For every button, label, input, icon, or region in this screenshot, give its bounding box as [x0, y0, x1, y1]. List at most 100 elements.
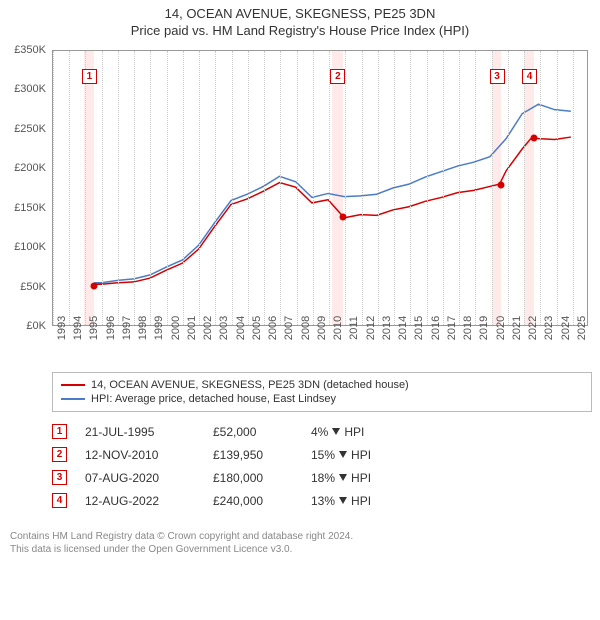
- sale-diff: 4% HPI: [311, 425, 364, 439]
- x-tick-label: 2017: [446, 316, 458, 340]
- y-tick-label: £150K: [14, 202, 46, 214]
- legend-row-red: 14, OCEAN AVENUE, SKEGNESS, PE25 3DN (de…: [61, 378, 583, 392]
- sale-date: 21-JUL-1995: [85, 425, 195, 439]
- marker-box: 4: [522, 69, 537, 84]
- x-tick-label: 2003: [218, 316, 230, 340]
- legend-label-blue: HPI: Average price, detached house, East…: [91, 393, 336, 405]
- legend-swatch-blue: [61, 398, 85, 400]
- sale-price: £139,950: [213, 448, 293, 462]
- x-tick-label: 2016: [430, 316, 442, 340]
- x-tick-label: 2000: [170, 316, 182, 340]
- y-axis: £0K£50K£100K£150K£200K£250K£300K£350K: [8, 50, 50, 326]
- sale-diff: 13% HPI: [311, 494, 371, 508]
- gridline: [410, 51, 411, 325]
- sales-table: 121-JUL-1995£52,0004% HPI212-NOV-2010£13…: [52, 420, 592, 512]
- gridline: [199, 51, 200, 325]
- footer-line2: This data is licensed under the Open Gov…: [10, 543, 592, 556]
- sale-row: 412-AUG-2022£240,00013% HPI: [52, 489, 592, 512]
- sale-date: 12-AUG-2022: [85, 494, 195, 508]
- gridline: [167, 51, 168, 325]
- gridline: [508, 51, 509, 325]
- sale-row: 121-JUL-1995£52,0004% HPI: [52, 420, 592, 443]
- title-subtitle: Price paid vs. HM Land Registry's House …: [4, 23, 596, 38]
- x-tick-label: 2013: [381, 316, 393, 340]
- x-tick-label: 2008: [300, 316, 312, 340]
- x-tick-label: 2012: [365, 316, 377, 340]
- gridline: [232, 51, 233, 325]
- sale-diff: 15% HPI: [311, 448, 371, 462]
- sale-dot: [340, 213, 347, 220]
- x-tick-label: 2018: [462, 316, 474, 340]
- sale-marker: 3: [52, 470, 67, 485]
- x-tick-label: 1996: [105, 316, 117, 340]
- x-tick-label: 2004: [235, 316, 247, 340]
- gridline: [248, 51, 249, 325]
- x-tick-label: 1993: [56, 316, 68, 340]
- y-tick-label: £250K: [14, 123, 46, 135]
- x-tick-label: 2021: [511, 316, 523, 340]
- sale-marker: 2: [52, 447, 67, 462]
- legend: 14, OCEAN AVENUE, SKEGNESS, PE25 3DN (de…: [52, 372, 592, 412]
- arrow-down-icon: [332, 428, 340, 435]
- legend-row-blue: HPI: Average price, detached house, East…: [61, 392, 583, 406]
- legend-label-red: 14, OCEAN AVENUE, SKEGNESS, PE25 3DN (de…: [91, 379, 409, 391]
- x-tick-label: 2005: [251, 316, 263, 340]
- marker-box: 3: [490, 69, 505, 84]
- sale-price: £180,000: [213, 471, 293, 485]
- gridline: [85, 51, 86, 325]
- sale-row: 2 12-NOV-2010 £139,950 15% HPI: [52, 443, 592, 466]
- gridline: [329, 51, 330, 325]
- x-tick-label: 2015: [413, 316, 425, 340]
- gridline: [297, 51, 298, 325]
- gridline: [102, 51, 103, 325]
- x-tick-label: 2007: [283, 316, 295, 340]
- gridline: [264, 51, 265, 325]
- x-tick-label: 2009: [316, 316, 328, 340]
- y-tick-label: £0K: [26, 320, 46, 332]
- gridline: [427, 51, 428, 325]
- x-tick-label: 1999: [153, 316, 165, 340]
- gridline: [394, 51, 395, 325]
- sale-dot: [498, 182, 505, 189]
- gridline: [150, 51, 151, 325]
- y-tick-label: £300K: [14, 83, 46, 95]
- sale-dot: [91, 282, 98, 289]
- x-tick-label: 2022: [527, 316, 539, 340]
- gridline: [475, 51, 476, 325]
- arrow-down-icon: [339, 474, 347, 481]
- plot-area: 1234: [52, 50, 588, 326]
- sale-date: 07-AUG-2020: [85, 471, 195, 485]
- x-tick-label: 2014: [397, 316, 409, 340]
- gridline: [215, 51, 216, 325]
- gridline: [313, 51, 314, 325]
- x-tick-label: 2020: [495, 316, 507, 340]
- sale-dot: [530, 134, 537, 141]
- gridline: [362, 51, 363, 325]
- footer-line1: Contains HM Land Registry data © Crown c…: [10, 530, 592, 543]
- y-tick-label: £200K: [14, 162, 46, 174]
- x-tick-label: 2001: [186, 316, 198, 340]
- sale-row: 307-AUG-2020£180,00018% HPI: [52, 466, 592, 489]
- footer: Contains HM Land Registry data © Crown c…: [10, 530, 592, 556]
- sale-marker: 4: [52, 493, 67, 508]
- gridline: [573, 51, 574, 325]
- y-tick-label: £50K: [20, 281, 46, 293]
- marker-box: 1: [82, 69, 97, 84]
- gridline: [540, 51, 541, 325]
- gridline: [183, 51, 184, 325]
- x-tick-label: 1994: [72, 316, 84, 340]
- legend-swatch-red: [61, 384, 85, 386]
- x-tick-label: 2006: [267, 316, 279, 340]
- sale-date: 12-NOV-2010: [85, 448, 195, 462]
- y-tick-label: £100K: [14, 241, 46, 253]
- chart-container: £0K£50K£100K£150K£200K£250K£300K£350K 12…: [8, 46, 592, 366]
- gridline: [524, 51, 525, 325]
- x-tick-label: 2023: [543, 316, 555, 340]
- x-tick-label: 2002: [202, 316, 214, 340]
- gridline: [134, 51, 135, 325]
- title-address: 14, OCEAN AVENUE, SKEGNESS, PE25 3DN: [4, 6, 596, 21]
- x-tick-label: 2010: [332, 316, 344, 340]
- sale-marker: 1: [52, 424, 67, 439]
- gridline: [345, 51, 346, 325]
- gridline: [378, 51, 379, 325]
